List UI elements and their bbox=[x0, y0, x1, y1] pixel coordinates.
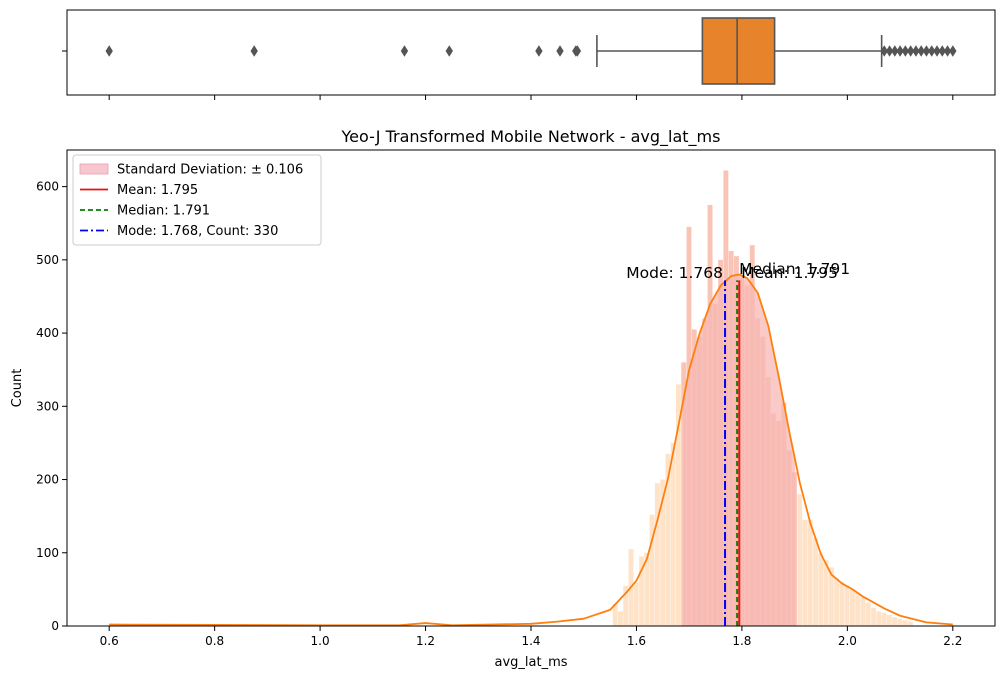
histogram-bar bbox=[818, 552, 824, 626]
histogram-bar bbox=[886, 615, 892, 626]
legend-label: Mean: 1.795 bbox=[117, 183, 198, 198]
histogram-y-ticks: 0 100 200 300 400 500 600 bbox=[36, 180, 67, 633]
histogram-bar bbox=[654, 483, 660, 626]
histogram-bar bbox=[670, 442, 676, 626]
y-tick-label: 0 bbox=[51, 619, 59, 633]
kde-curve bbox=[109, 273, 953, 627]
y-tick-label: 200 bbox=[36, 473, 59, 487]
x-tick-label: 2.2 bbox=[943, 634, 962, 648]
histogram-bar bbox=[850, 589, 855, 626]
y-tick-label: 400 bbox=[36, 326, 59, 340]
histogram-bar bbox=[834, 578, 840, 626]
legend-label: Standard Deviation: ± 0.106 bbox=[117, 163, 303, 178]
histogram-panel: Yeo-J Transformed Mobile Network - avg_l… bbox=[10, 127, 996, 670]
y-axis-label: Count bbox=[10, 369, 25, 408]
histogram-bar bbox=[839, 582, 845, 626]
outlier-marker bbox=[105, 45, 113, 57]
histogram-bar bbox=[639, 556, 644, 626]
outlier-marker bbox=[912, 45, 920, 57]
histogram-bar bbox=[665, 453, 671, 626]
histogram-bar bbox=[876, 611, 882, 626]
histogram-bar bbox=[660, 479, 666, 626]
outlier-marker bbox=[901, 45, 910, 57]
annotation-mode: Mode: 1.768 bbox=[626, 264, 723, 282]
histogram-overlays bbox=[109, 273, 953, 627]
outlier-marker bbox=[573, 45, 582, 57]
histogram-bar bbox=[844, 585, 850, 626]
outlier-marker bbox=[400, 45, 409, 57]
x-tick-label: 2.0 bbox=[838, 634, 857, 648]
histogram-bar bbox=[623, 585, 629, 626]
x-tick-label: 1.6 bbox=[627, 634, 646, 648]
legend-swatch-std bbox=[79, 163, 109, 175]
histogram-bar bbox=[871, 607, 876, 626]
boxplot-panel bbox=[62, 9, 996, 100]
outlier-marker bbox=[922, 45, 931, 57]
histogram-bar bbox=[612, 604, 618, 626]
outlier-marker bbox=[906, 45, 915, 57]
outlier-marker bbox=[928, 45, 936, 57]
boxplot-frame bbox=[66, 9, 996, 96]
outlier-marker bbox=[880, 45, 888, 57]
x-tick-label: 1.0 bbox=[311, 634, 330, 648]
histogram-bar bbox=[855, 593, 861, 626]
outlier-marker bbox=[445, 45, 453, 57]
histogram-bar bbox=[649, 514, 655, 626]
annotation-median: Median: 1.791 bbox=[739, 260, 850, 278]
histogram-bar bbox=[644, 552, 650, 626]
legend-label: Median: 1.791 bbox=[117, 204, 210, 219]
histogram-bar bbox=[807, 519, 813, 626]
x-tick-label: 1.2 bbox=[416, 634, 435, 648]
outlier-marker bbox=[949, 45, 957, 57]
boxplot-body bbox=[105, 17, 957, 85]
histogram-bar bbox=[633, 582, 639, 626]
histogram-bar bbox=[908, 621, 913, 626]
histogram-bar bbox=[618, 611, 623, 626]
chart-title: Yeo-J Transformed Mobile Network - avg_l… bbox=[341, 127, 721, 147]
legend-label: Mode: 1.768, Count: 330 bbox=[117, 224, 278, 239]
x-axis-label: avg_lat_ms bbox=[494, 655, 567, 670]
histogram-bar bbox=[813, 538, 818, 626]
histogram-bar bbox=[865, 602, 871, 626]
outlier-marker bbox=[917, 45, 925, 57]
x-tick-label: 0.6 bbox=[100, 634, 119, 648]
histogram-bar bbox=[823, 560, 829, 626]
histogram-bar bbox=[902, 620, 908, 626]
outlier-marker bbox=[891, 45, 899, 57]
histogram-bar bbox=[676, 384, 681, 626]
outlier-marker bbox=[250, 45, 258, 57]
histogram-bar bbox=[881, 612, 887, 626]
annotation-mean: Mean: 1.795 bbox=[741, 264, 838, 282]
outlier-marker bbox=[896, 45, 904, 57]
histogram-bar bbox=[892, 617, 898, 626]
y-tick-label: 500 bbox=[36, 253, 59, 267]
boxplot-x-ticks bbox=[108, 95, 954, 100]
x-tick-label: 1.4 bbox=[521, 634, 540, 648]
legend-box bbox=[72, 154, 322, 246]
x-tick-label: 0.8 bbox=[205, 634, 224, 648]
histogram-bar bbox=[802, 519, 808, 626]
histogram-bar bbox=[797, 494, 803, 626]
histogram-x-ticks: 0.6 0.8 1.0 1.2 1.4 1.6 1.8 2.0 2.2 bbox=[100, 626, 962, 648]
histogram-bar bbox=[897, 618, 903, 626]
outlier-marker bbox=[535, 45, 543, 57]
x-tick-label: 1.8 bbox=[732, 634, 751, 648]
legend: Standard Deviation: ± 0.106 Mean: 1.795 Me… bbox=[72, 154, 322, 246]
outlier-marker bbox=[933, 45, 941, 57]
y-tick-label: 600 bbox=[36, 180, 59, 194]
outlier-marker bbox=[943, 45, 952, 57]
histogram-bar bbox=[828, 567, 834, 626]
iqr-box bbox=[701, 17, 776, 85]
outlier-marker bbox=[556, 45, 564, 57]
outlier-marker bbox=[885, 45, 894, 57]
histogram-bar bbox=[860, 596, 866, 626]
y-tick-label: 100 bbox=[36, 546, 59, 560]
outlier-marker bbox=[938, 45, 946, 57]
y-tick-label: 300 bbox=[36, 399, 59, 413]
